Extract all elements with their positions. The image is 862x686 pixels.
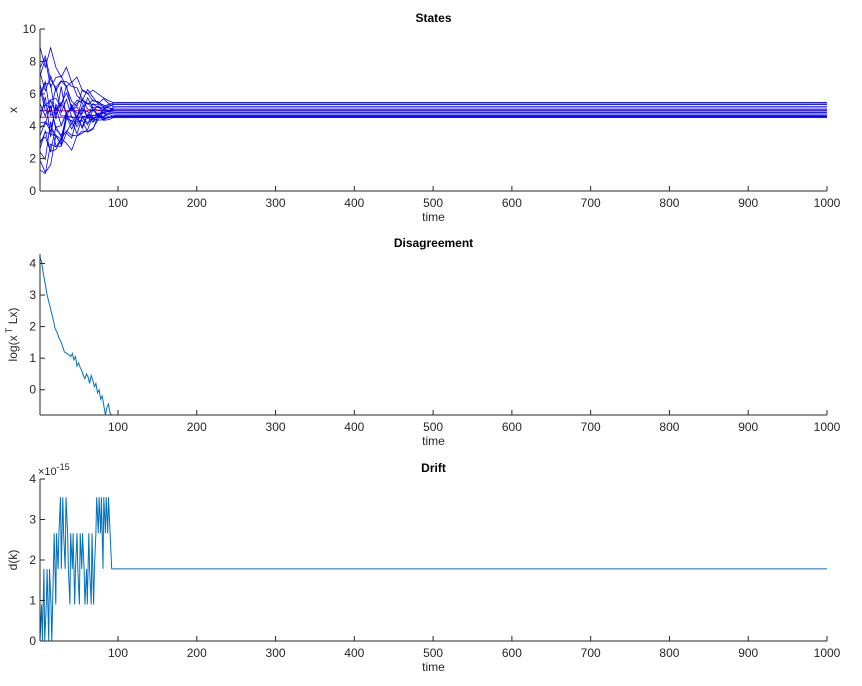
x-tick-label: 300 (266, 196, 286, 210)
x-tick-label: 200 (187, 196, 207, 210)
state-line-1 (40, 46, 827, 104)
y-tick-label: 0 (29, 383, 36, 397)
x-tick-label: 300 (266, 646, 286, 660)
y-tick-label: 2 (29, 553, 36, 567)
y-tick-label: 1 (29, 351, 36, 365)
y-tick-label: 2 (29, 152, 36, 166)
y-tick-label: 10 (23, 22, 37, 36)
x-tick-label: 200 (187, 420, 207, 434)
x-tick-label: 700 (581, 196, 601, 210)
x-tick-label: 900 (738, 420, 758, 434)
x-tick-label: 800 (659, 420, 679, 434)
chart-panel-1: 100 200 300 400 500 600 700 800 900 1000 0 2 4 6 8 10 St… (6, 11, 841, 224)
chart-title: Drift (421, 461, 446, 475)
x-tick-label: 500 (423, 420, 443, 434)
disagreement-line (40, 257, 827, 415)
x-tick-label: 300 (266, 420, 286, 434)
y-tick-label: 1 (29, 594, 36, 608)
x-tick-label: 1000 (814, 420, 841, 434)
x-tick-label: 100 (108, 646, 128, 660)
state-line-9 (40, 105, 827, 136)
x-tick-label: 100 (108, 420, 128, 434)
x-tick-label: 600 (502, 646, 522, 660)
y-tick-label: 3 (29, 288, 36, 302)
y-tick-label: 3 (29, 513, 36, 527)
chart-title: Disagreement (394, 236, 473, 250)
y-tick-label: 4 (29, 256, 36, 270)
plot-area (40, 497, 827, 641)
state-line-6 (40, 91, 827, 120)
x-tick-label: 700 (581, 646, 601, 660)
x-tick-label: 100 (108, 196, 128, 210)
x-tick-label: 1000 (814, 646, 841, 660)
y-tick-label: 6 (29, 87, 36, 101)
chart-panel-3: 100 200 300 400 500 600 700 800 900 1000 0 1 2 3 4 Drif… (6, 461, 841, 674)
y-axis-label: log(x T Lx) (4, 308, 20, 362)
y-tick-label: 2 (29, 320, 36, 334)
y-axis-label: x (6, 107, 20, 113)
state-line-3 (40, 72, 827, 108)
y-tick-label: 0 (29, 184, 36, 198)
state-line-18 (40, 115, 827, 152)
state-line-14 (40, 108, 827, 175)
y-exponent-label: ×10-15 (38, 462, 70, 478)
state-line-5 (40, 80, 827, 117)
x-tick-label: 500 (423, 196, 443, 210)
y-tick-label: 4 (29, 472, 36, 486)
x-tick-label: 800 (659, 196, 679, 210)
x-tick-label: 200 (187, 646, 207, 660)
x-tick-label: 900 (738, 646, 758, 660)
state-line-16 (40, 83, 827, 120)
x-tick-label: 900 (738, 196, 758, 210)
x-tick-label: 700 (581, 420, 601, 434)
state-line-15 (40, 58, 827, 112)
state-line-10 (40, 114, 827, 140)
x-tick-label: 800 (659, 646, 679, 660)
x-axis-label: time (422, 660, 445, 674)
state-line-19 (40, 87, 827, 119)
x-tick-label: 600 (502, 196, 522, 210)
plot-area (40, 257, 827, 415)
x-axis-label: time (422, 210, 445, 224)
state-line-20 (40, 115, 827, 153)
state-line-2 (40, 54, 827, 105)
y-tick-label: 4 (29, 119, 36, 133)
chart-panel-2: 100 200 300 400 500 600 700 800 900 1000 0 1 2 3 4 Disa… (4, 236, 841, 448)
x-tick-label: 1000 (814, 196, 841, 210)
x-tick-label: 400 (344, 196, 364, 210)
x-tick-label: 400 (344, 420, 364, 434)
drift-line (40, 497, 827, 641)
y-tick-label: 8 (29, 54, 36, 68)
plot-area (40, 46, 827, 175)
y-tick-label: 0 (29, 634, 36, 648)
chart-title: States (415, 11, 451, 25)
x-tick-label: 400 (344, 646, 364, 660)
y-axis-label: d(k) (6, 550, 20, 571)
x-tick-label: 500 (423, 646, 443, 660)
x-axis-label: time (422, 434, 445, 448)
x-tick-label: 600 (502, 420, 522, 434)
